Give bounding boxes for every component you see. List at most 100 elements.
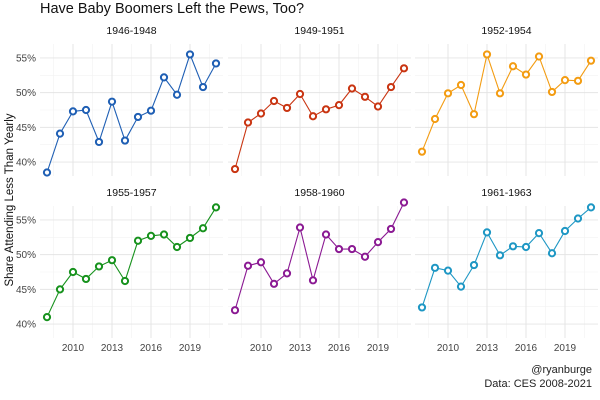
data-point bbox=[185, 50, 195, 59]
x-tick-label: 2013 bbox=[289, 343, 312, 354]
facet-label: 1958-1960 bbox=[294, 187, 344, 199]
data-point bbox=[269, 96, 279, 106]
x-tick-label: 2016 bbox=[515, 343, 538, 354]
x-tick-label: 2019 bbox=[554, 343, 577, 354]
data-point bbox=[107, 97, 117, 106]
data-point bbox=[133, 236, 143, 245]
data-point bbox=[159, 73, 169, 82]
data-point bbox=[586, 203, 596, 212]
data-point bbox=[534, 228, 544, 238]
data-point bbox=[360, 252, 370, 261]
data-point bbox=[399, 64, 409, 73]
data-point bbox=[107, 256, 117, 265]
x-tick-label: 2013 bbox=[476, 343, 499, 354]
y-axis-title: Share Attending Less Than Yearly bbox=[4, 113, 16, 286]
data-point bbox=[198, 82, 208, 92]
data-point bbox=[172, 242, 182, 252]
facet-panel-1958-1960: 1958-1960 2010 2013 2016 2019 bbox=[228, 187, 411, 354]
data-point bbox=[185, 233, 195, 243]
data-point bbox=[573, 214, 583, 223]
caption-handle: @ryanburge bbox=[531, 364, 592, 376]
data-point bbox=[495, 251, 505, 260]
facet-label: 1946-1948 bbox=[106, 25, 156, 37]
data-point bbox=[495, 89, 505, 98]
data-point bbox=[482, 50, 492, 59]
data-point bbox=[55, 129, 65, 138]
y-tick-label: 45% bbox=[16, 285, 36, 296]
data-point bbox=[211, 203, 221, 212]
data-point bbox=[211, 59, 221, 68]
data-point bbox=[456, 282, 466, 291]
data-point bbox=[94, 262, 104, 271]
data-point bbox=[282, 103, 292, 113]
data-point bbox=[120, 136, 130, 145]
caption-source: Data: CES 2008-2021 bbox=[484, 378, 592, 390]
data-point bbox=[386, 82, 396, 92]
data-point bbox=[417, 147, 427, 156]
data-point bbox=[256, 258, 266, 267]
data-point bbox=[373, 238, 383, 247]
data-point bbox=[243, 118, 253, 127]
facet-panel-1949-1951: 1949-1951 bbox=[228, 25, 411, 176]
data-point bbox=[469, 260, 479, 270]
data-point bbox=[456, 80, 466, 90]
data-point bbox=[243, 261, 253, 270]
data-point bbox=[146, 231, 156, 240]
data-point bbox=[198, 224, 208, 233]
data-point bbox=[172, 90, 182, 99]
data-point bbox=[321, 230, 331, 239]
data-point bbox=[573, 76, 583, 85]
x-tick-label: 2013 bbox=[101, 343, 124, 354]
data-point bbox=[42, 168, 52, 177]
data-point bbox=[399, 198, 409, 207]
data-point bbox=[68, 107, 78, 116]
data-point bbox=[68, 267, 78, 277]
data-point bbox=[443, 266, 453, 275]
data-point bbox=[360, 92, 370, 101]
facet-label: 1952-1954 bbox=[481, 25, 531, 37]
data-point bbox=[560, 76, 570, 85]
data-point bbox=[586, 56, 596, 65]
data-point bbox=[347, 244, 357, 254]
data-point bbox=[482, 228, 492, 237]
y-tick-label: 45% bbox=[16, 123, 36, 134]
data-point bbox=[295, 89, 305, 99]
data-point bbox=[443, 89, 453, 98]
data-point bbox=[42, 313, 52, 322]
data-point bbox=[547, 249, 557, 258]
data-point bbox=[373, 102, 383, 111]
x-tick-label: 2016 bbox=[328, 343, 351, 354]
x-tick-label: 2019 bbox=[179, 343, 202, 354]
data-point bbox=[81, 105, 91, 115]
x-tick-label: 2010 bbox=[62, 343, 85, 354]
data-point bbox=[560, 226, 570, 236]
facet-panel-1946-1948: 1946-1948 40% 45% 50% 55% bbox=[16, 25, 223, 177]
data-point bbox=[308, 112, 318, 121]
data-point bbox=[133, 112, 143, 122]
data-point bbox=[417, 303, 427, 312]
data-point bbox=[230, 306, 240, 315]
facet-label: 1949-1951 bbox=[294, 25, 344, 37]
data-point bbox=[146, 106, 156, 115]
facet-panel-1952-1954: 1952-1954 bbox=[415, 25, 598, 176]
data-point bbox=[508, 62, 518, 71]
data-point bbox=[334, 101, 344, 110]
y-tick-label: 50% bbox=[16, 250, 36, 261]
data-point bbox=[469, 110, 479, 119]
data-point bbox=[430, 114, 440, 124]
data-point bbox=[508, 242, 518, 251]
data-point bbox=[295, 223, 305, 232]
y-tick-label: 55% bbox=[16, 215, 36, 226]
data-point bbox=[120, 276, 130, 286]
data-point bbox=[308, 276, 318, 285]
data-point bbox=[159, 230, 169, 239]
data-point bbox=[282, 269, 292, 278]
x-tick-label: 2010 bbox=[250, 343, 273, 354]
facet-label: 1955-1957 bbox=[106, 187, 156, 199]
data-point bbox=[521, 242, 531, 252]
x-tick-label: 2016 bbox=[140, 343, 163, 354]
y-tick-label: 50% bbox=[16, 88, 36, 99]
data-point bbox=[430, 263, 440, 272]
y-tick-label: 40% bbox=[16, 320, 36, 331]
